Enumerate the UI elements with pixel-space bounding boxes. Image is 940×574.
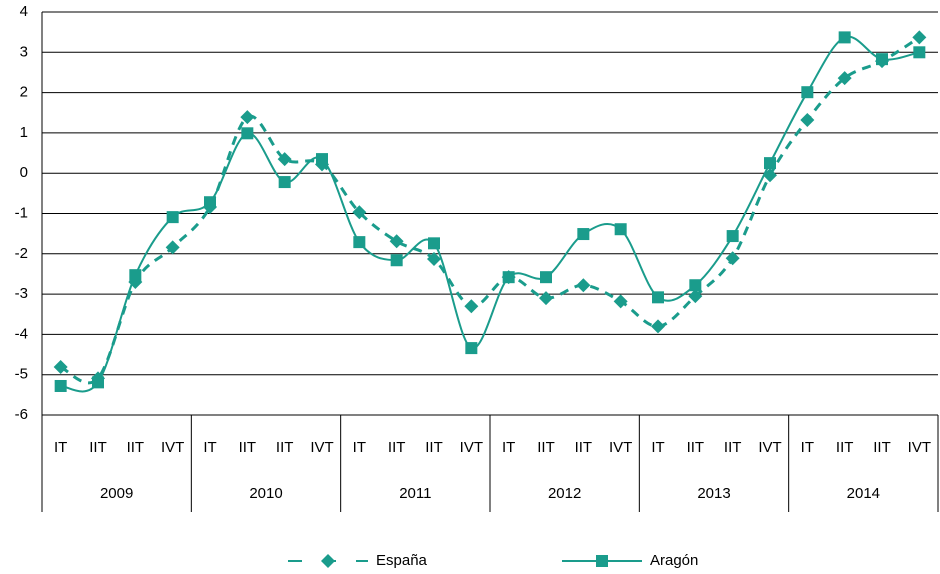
x-tick-label: IVT xyxy=(609,439,632,456)
marker xyxy=(353,236,366,249)
y-tick-label: 3 xyxy=(20,43,28,60)
marker xyxy=(912,30,927,45)
group-label: 2012 xyxy=(548,485,581,502)
group-label: 2013 xyxy=(697,485,730,502)
marker xyxy=(652,291,664,304)
x-tick-label: IT xyxy=(801,439,814,456)
y-tick-label: 4 xyxy=(20,3,28,20)
x-tick-label: IIT xyxy=(239,439,257,456)
marker xyxy=(278,176,291,189)
x-tick-label: IIT xyxy=(388,439,406,456)
y-tick-label: 0 xyxy=(20,164,28,181)
marker xyxy=(389,234,404,249)
marker xyxy=(576,278,591,293)
marker xyxy=(165,240,180,255)
marker xyxy=(764,157,776,170)
x-tick-label: IT xyxy=(651,439,664,456)
marker xyxy=(464,299,479,314)
marker xyxy=(540,271,552,284)
group-label: 2014 xyxy=(847,485,880,502)
x-tick-label: IIT xyxy=(873,439,891,456)
marker xyxy=(502,271,515,284)
x-tick-label: IIT xyxy=(724,439,742,456)
marker xyxy=(614,223,627,236)
y-tick-label: -1 xyxy=(15,204,28,221)
group-label: 2009 xyxy=(100,485,133,502)
marker xyxy=(166,211,179,224)
marker xyxy=(577,228,590,241)
marker xyxy=(92,376,104,389)
marker xyxy=(651,319,665,334)
marker xyxy=(241,127,254,140)
marker xyxy=(204,196,216,209)
series-line xyxy=(60,35,920,393)
marker xyxy=(277,152,292,167)
group-label: 2011 xyxy=(399,485,431,502)
x-tick-label: IT xyxy=(353,439,366,456)
marker xyxy=(428,237,440,250)
marker xyxy=(613,294,628,309)
x-tick-label: IT xyxy=(203,439,216,456)
x-tick-label: IVT xyxy=(460,439,483,456)
marker xyxy=(427,252,441,267)
marker xyxy=(801,86,814,99)
legend-marker xyxy=(596,555,608,567)
marker xyxy=(763,168,777,183)
marker xyxy=(800,113,815,128)
x-tick-label: IVT xyxy=(161,439,184,456)
x-tick-label: IVT xyxy=(908,439,931,456)
x-tick-label: IIT xyxy=(425,439,443,456)
y-tick-label: 2 xyxy=(20,84,28,101)
marker xyxy=(390,254,403,267)
x-tick-label: IIT xyxy=(537,439,555,456)
x-tick-label: IVT xyxy=(758,439,781,456)
marker xyxy=(352,205,367,220)
marker xyxy=(726,230,739,243)
y-tick-label: -5 xyxy=(15,366,28,383)
marker xyxy=(913,46,926,59)
marker xyxy=(838,31,851,44)
marker xyxy=(725,251,740,266)
x-tick-label: IT xyxy=(54,439,67,456)
y-tick-label: -3 xyxy=(15,285,28,302)
marker xyxy=(316,153,328,166)
y-tick-label: 1 xyxy=(20,124,28,141)
legend-label: España xyxy=(376,552,428,569)
marker xyxy=(240,110,255,125)
x-tick-label: IIT xyxy=(127,439,145,456)
y-tick-label: -6 xyxy=(15,406,28,423)
marker xyxy=(54,379,67,392)
marker xyxy=(539,291,553,306)
marker xyxy=(53,360,68,375)
marker xyxy=(688,289,703,304)
marker xyxy=(465,342,478,355)
y-tick-label: -2 xyxy=(15,245,28,262)
legend-label: Aragón xyxy=(650,552,698,569)
y-tick-label: -4 xyxy=(15,325,28,342)
x-tick-label: IT xyxy=(502,439,515,456)
x-tick-label: IIT xyxy=(276,439,294,456)
marker xyxy=(129,269,142,282)
x-tick-label: IIT xyxy=(575,439,593,456)
x-tick-label: IIT xyxy=(687,439,705,456)
x-tick-label: IIT xyxy=(89,439,107,456)
x-tick-label: IVT xyxy=(310,439,333,456)
x-tick-label: IIT xyxy=(836,439,854,456)
marker xyxy=(689,279,702,292)
legend-marker xyxy=(321,554,335,568)
marker xyxy=(837,71,852,86)
group-label: 2010 xyxy=(249,485,282,502)
marker xyxy=(876,53,888,66)
